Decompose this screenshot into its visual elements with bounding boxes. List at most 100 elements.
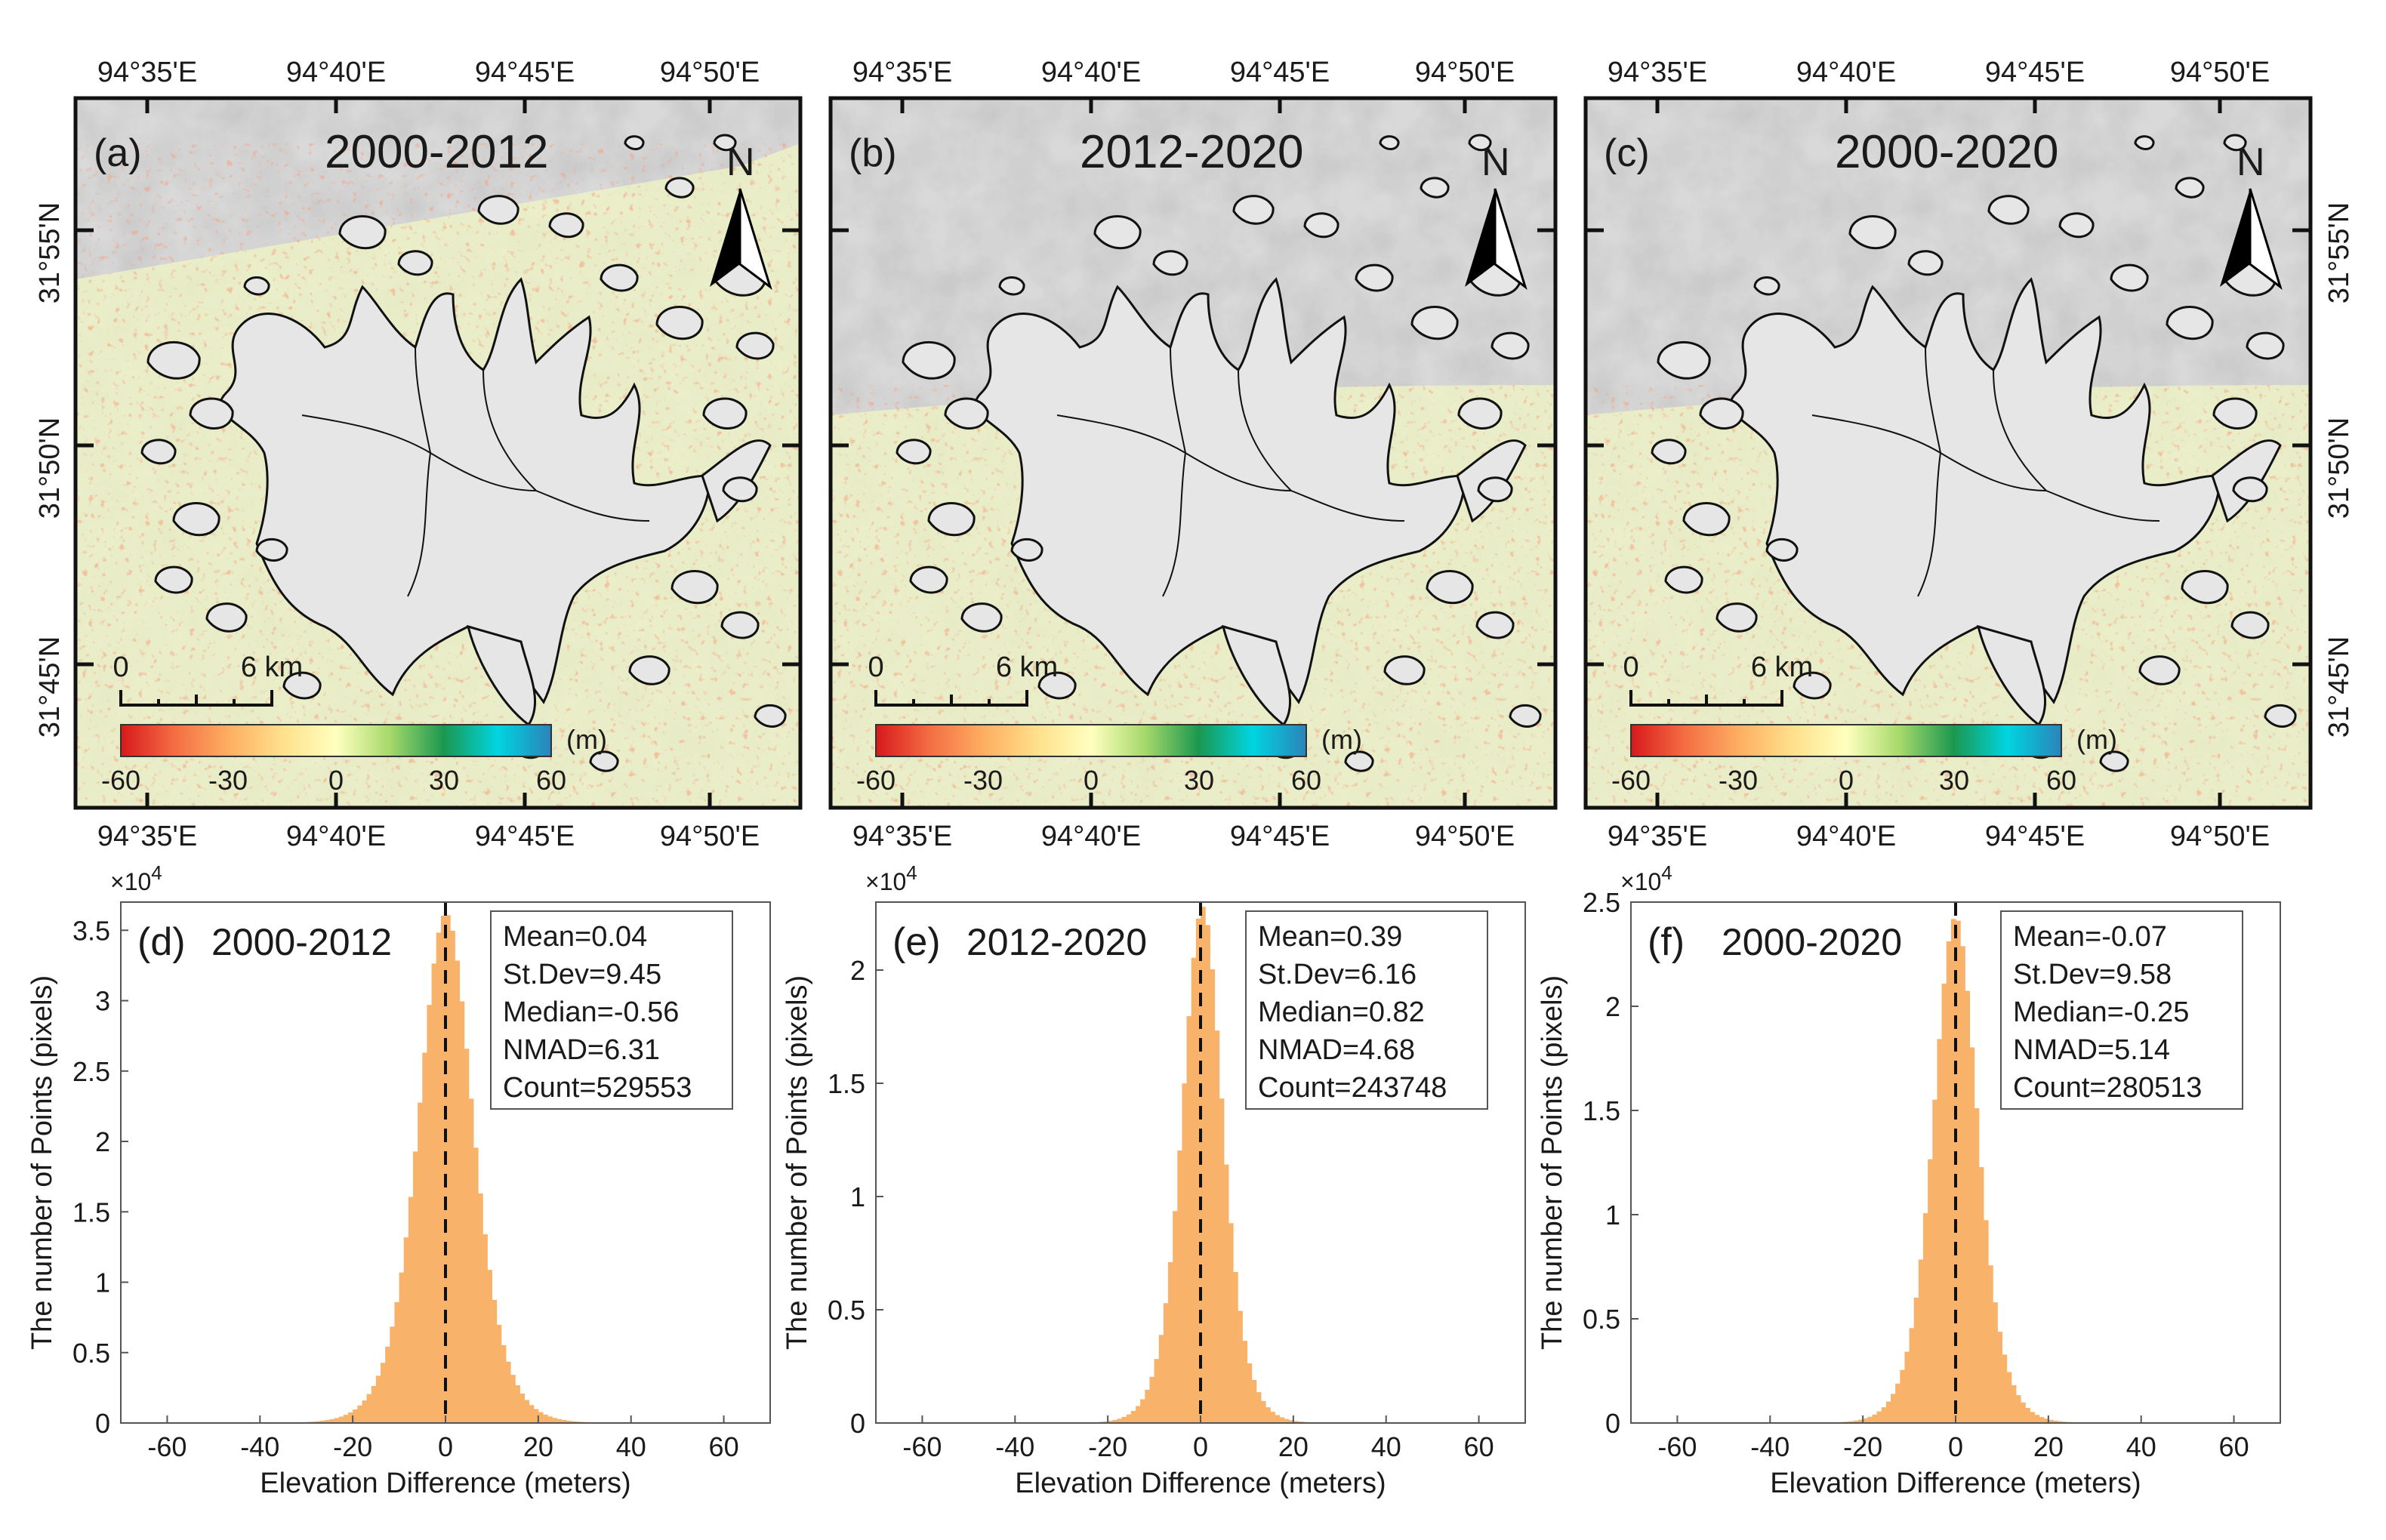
small-glacier-outline bbox=[1682, 502, 1731, 537]
x-axis-label: Elevation Difference (meters) bbox=[1770, 1468, 2141, 1499]
histogram-bar bbox=[566, 1420, 572, 1423]
y-tick-label: 3 bbox=[95, 986, 110, 1017]
histogram-bar bbox=[1900, 1369, 1906, 1423]
histogram-bar bbox=[1117, 1418, 1123, 1423]
glacier-divide-line bbox=[1238, 369, 1292, 491]
north-arrow-icon: N bbox=[2220, 140, 2283, 290]
histogram-bar bbox=[418, 1102, 423, 1423]
histogram-bar bbox=[1988, 1265, 1993, 1423]
x-tick-label: -20 bbox=[1088, 1431, 1127, 1462]
y-tick-label: 1 bbox=[850, 1181, 865, 1212]
stats-box: Mean=0.04 St.Dev=9.45 Median=-0.56 NMAD=6.3… bbox=[490, 910, 733, 1110]
small-glacier-outline bbox=[2175, 177, 2205, 199]
scale-bar-end-label: 6 km bbox=[996, 651, 1058, 683]
small-glacier-outline bbox=[1477, 476, 1513, 503]
main-glacier-outline bbox=[974, 277, 1466, 704]
scale-bar-line bbox=[874, 690, 1028, 707]
x-tick-label: -60 bbox=[147, 1431, 187, 1462]
histogram-bar bbox=[1242, 1341, 1248, 1423]
small-glacier-outline bbox=[1303, 212, 1339, 239]
lon-tick-label-top: 94°40'E bbox=[1041, 57, 1141, 88]
lon-tick-label-bottom: 94°35'E bbox=[852, 821, 952, 852]
lat-tick-label-left: 31°55'N bbox=[34, 202, 66, 303]
small-glacier-outline bbox=[140, 439, 177, 465]
colorbar-tick-label: 60 bbox=[536, 765, 566, 796]
histogram-bar bbox=[547, 1416, 553, 1423]
map-panel-a: (a) 2000-2012 N 94°35'E 94°35'E 94°40'E 94°40'… bbox=[34, 57, 803, 852]
small-glacier-outline bbox=[2232, 476, 2268, 503]
small-glacier-outline bbox=[998, 276, 1025, 296]
histogram-bar bbox=[1145, 1390, 1151, 1423]
histogram-bar bbox=[1228, 1223, 1234, 1423]
histogram-bar bbox=[1923, 1213, 1928, 1423]
scale-bar-start-label: 0 bbox=[868, 651, 883, 683]
histogram-bar bbox=[1876, 1411, 1882, 1423]
x-tick-label: 20 bbox=[2033, 1431, 2064, 1462]
histogram-bar bbox=[445, 915, 451, 1423]
histogram-bar bbox=[1932, 1099, 1938, 1423]
small-glacier-outline bbox=[702, 397, 748, 430]
histogram-bar bbox=[329, 1418, 335, 1423]
x-axis-label: Elevation Difference (meters) bbox=[1015, 1468, 1386, 1499]
map-panel-label: (c) bbox=[1604, 131, 1650, 175]
histogram-bar bbox=[482, 1234, 488, 1423]
north-label: N bbox=[726, 140, 755, 184]
small-glacier-outline bbox=[2058, 212, 2095, 239]
histogram-bar bbox=[1108, 1421, 1113, 1423]
y-tick-label: 2 bbox=[850, 955, 865, 986]
x-tick-label: -20 bbox=[1843, 1431, 1882, 1462]
small-glacier-outline bbox=[1426, 570, 1474, 605]
histogram-bar bbox=[529, 1405, 535, 1423]
x-tick-label: 20 bbox=[523, 1431, 553, 1462]
lon-tick-label-top: 94°45'E bbox=[1985, 57, 2085, 88]
histogram-bar bbox=[408, 1197, 414, 1423]
small-glacier-outline bbox=[1987, 195, 2030, 225]
histogram-bar bbox=[1885, 1401, 1891, 1423]
scale-bar: 0 6 km bbox=[1623, 651, 1813, 707]
lon-tick-label-top: 94°45'E bbox=[1230, 57, 1330, 88]
colorbar-tick-label: 30 bbox=[429, 765, 459, 796]
histogram-bar bbox=[524, 1400, 530, 1423]
histogram-bar bbox=[436, 932, 442, 1423]
small-glacier-outline bbox=[754, 704, 787, 728]
histogram-bar bbox=[1238, 1311, 1243, 1423]
histogram-bar bbox=[1895, 1383, 1900, 1423]
small-glacier-outline bbox=[600, 263, 639, 292]
y-tick-label: 2.5 bbox=[72, 1056, 110, 1087]
lon-tick-label-top: 94°35'E bbox=[852, 57, 952, 88]
colorbar-ramp bbox=[1630, 724, 2062, 757]
histogram-bar bbox=[533, 1409, 539, 1423]
glacier-divide-line bbox=[407, 452, 431, 597]
small-glacier-outline bbox=[1490, 331, 1530, 360]
colorbar-ramp bbox=[875, 724, 1307, 757]
histogram-bar bbox=[1121, 1416, 1127, 1423]
scale-bar-start-label: 0 bbox=[1623, 651, 1638, 683]
north-arrow-right-half bbox=[738, 188, 772, 290]
y-tick-label: 2 bbox=[1605, 991, 1620, 1022]
histogram-bar bbox=[519, 1393, 526, 1423]
histogram-bar bbox=[1848, 1421, 1854, 1423]
histogram-bar bbox=[1891, 1394, 1896, 1423]
y-exponent-label: ×104 bbox=[110, 861, 162, 895]
small-glacier-outline bbox=[1509, 704, 1542, 728]
lon-tick-label-top: 94°50'E bbox=[2170, 57, 2270, 88]
histogram-bar bbox=[2021, 1402, 2026, 1423]
histogram-bar bbox=[1284, 1418, 1290, 1423]
histogram-panel-label: (d) bbox=[137, 920, 186, 964]
histogram-bar bbox=[501, 1344, 507, 1423]
y-tick-label: 0.5 bbox=[72, 1338, 110, 1369]
glacier-divide-line bbox=[2045, 490, 2160, 522]
lon-tick-label-top: 94°40'E bbox=[286, 57, 386, 88]
histogram-bar bbox=[338, 1416, 344, 1423]
histogram-bar bbox=[1858, 1419, 1863, 1423]
histogram-period-title: 2000-2020 bbox=[1722, 921, 1902, 963]
stats-box-frame bbox=[2000, 910, 2243, 1110]
small-glacier-outline bbox=[1907, 250, 1944, 276]
histogram-bar bbox=[399, 1272, 405, 1423]
histogram-bar bbox=[1247, 1363, 1253, 1423]
histogram-bar bbox=[510, 1375, 516, 1423]
stats-line: Median=-0.25 bbox=[2013, 996, 2189, 1028]
histogram-bar bbox=[440, 916, 446, 1423]
histogram-bar bbox=[1978, 1167, 1984, 1423]
colorbar-tick-label: 0 bbox=[328, 765, 344, 796]
